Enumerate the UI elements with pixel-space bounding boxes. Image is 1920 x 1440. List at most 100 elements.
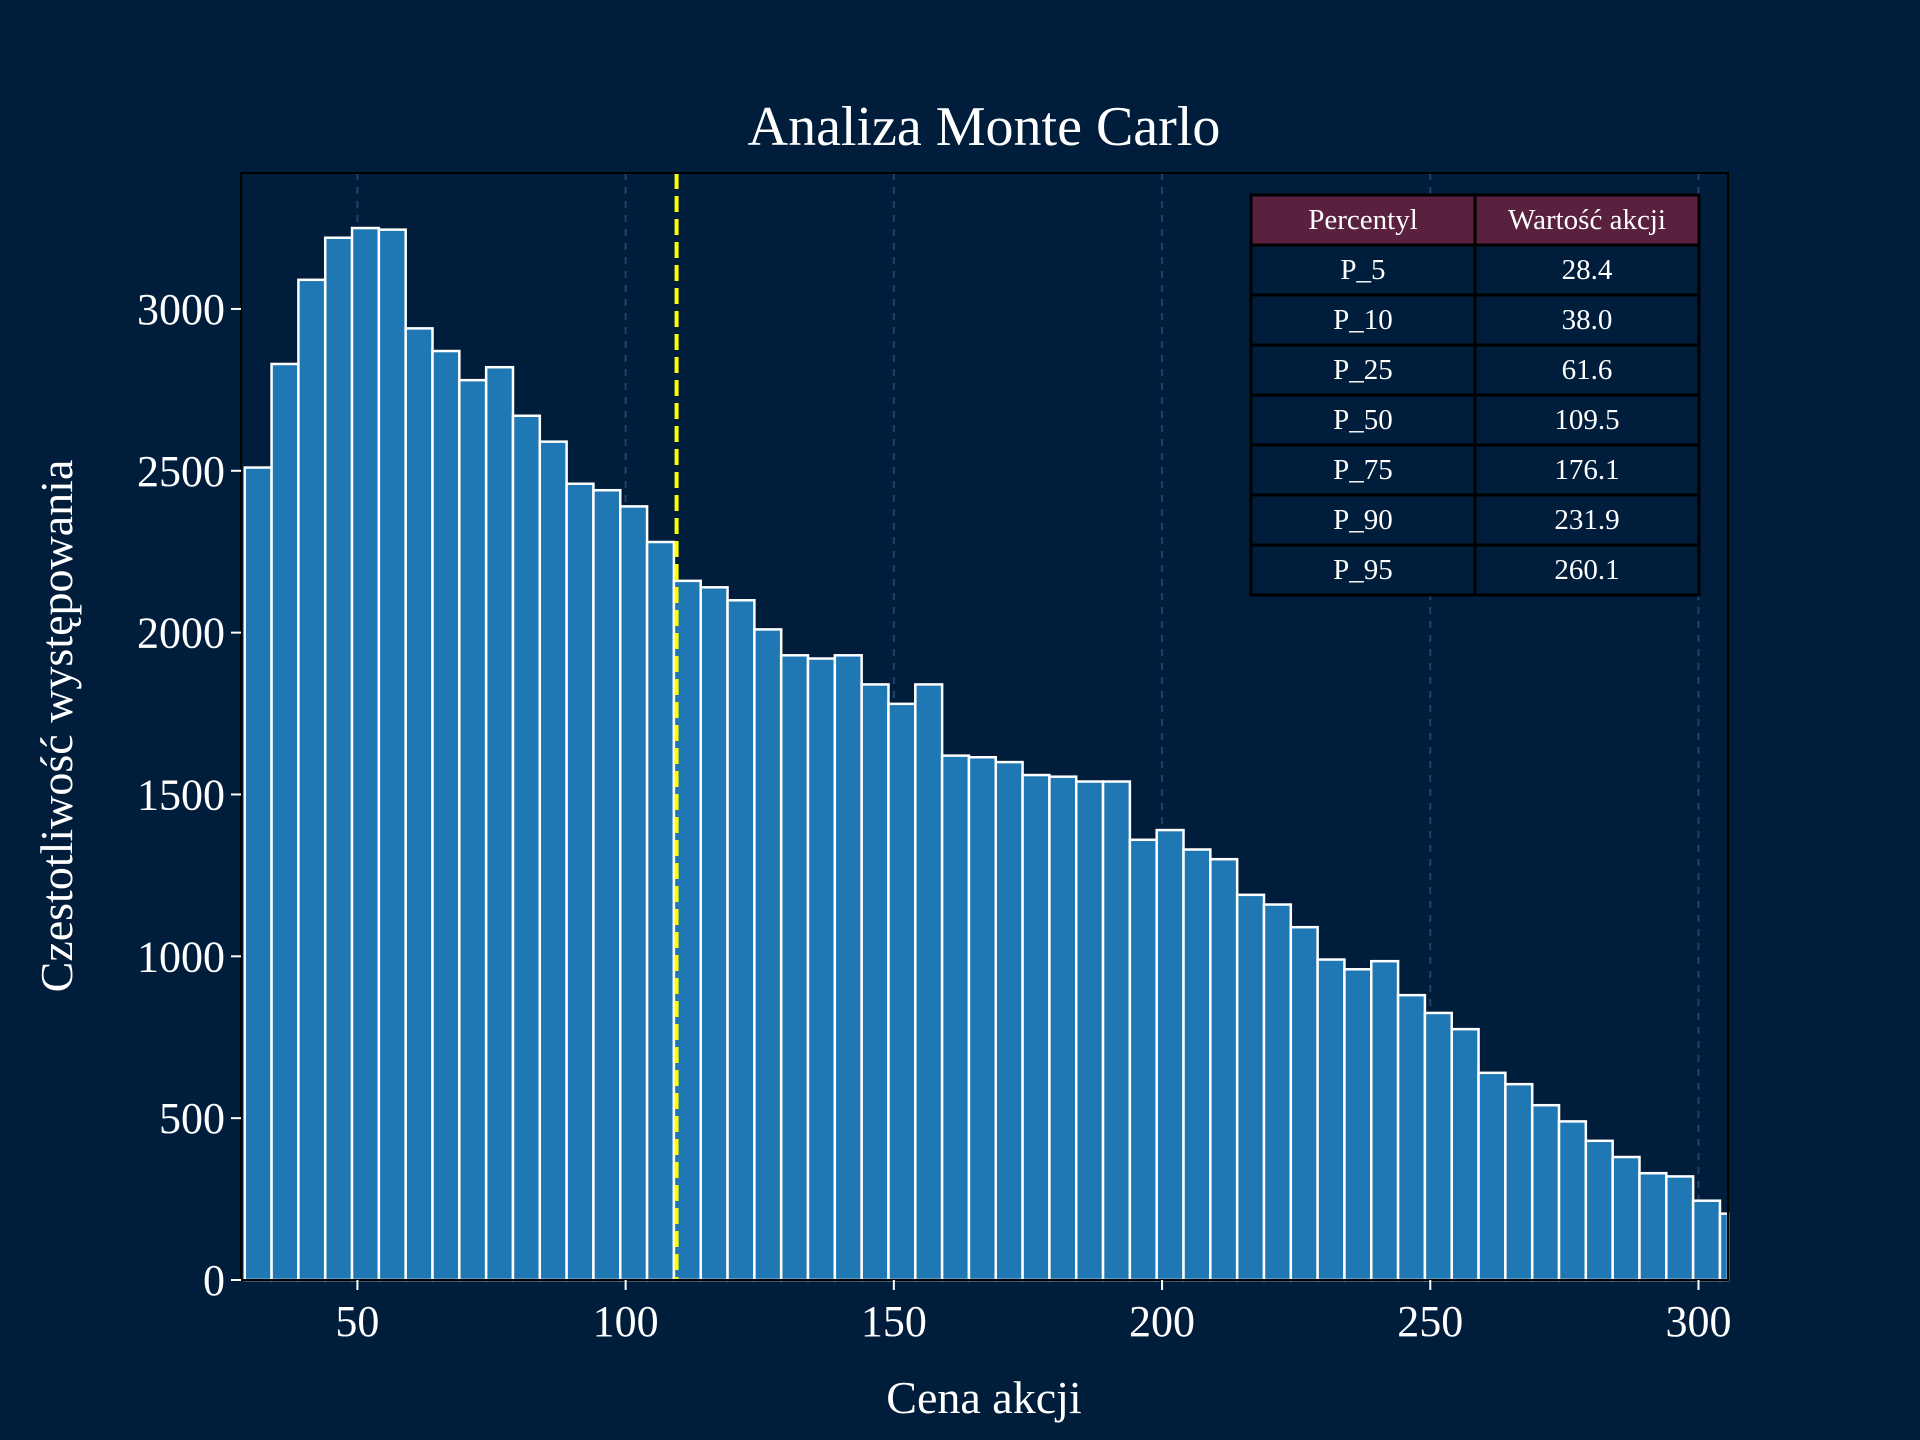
histogram-bar [1396,993,1427,1282]
table-cell-bg [1473,293,1701,347]
y-tick-label: 0 [203,1256,225,1305]
table-cell-text: P_75 [1333,454,1393,486]
histogram-bar [1262,903,1293,1282]
x-axis: 50 100 150 200 250 300 [335,1280,1731,1346]
histogram-bar [1638,1171,1668,1282]
table-cell-text: P_25 [1333,354,1393,386]
histogram-bar [1128,838,1158,1282]
histogram-bar [404,327,434,1282]
table-cell-bg [1249,243,1477,297]
histogram-bar [243,466,273,1282]
histogram-bar [1611,1155,1641,1282]
table-cell-bg [1473,543,1701,597]
histogram-bar [431,349,461,1282]
histogram-bar [1557,1120,1588,1282]
histogram-bar [592,488,622,1282]
histogram-bar [323,236,354,1282]
histogram-bar [726,599,756,1282]
histogram-bar [350,226,381,1282]
histogram-bar [1155,828,1185,1282]
histogram-bar [565,482,595,1282]
histogram-bar [1691,1199,1722,1282]
histogram-bar [484,365,515,1282]
histogram-bar [1450,1027,1480,1282]
histogram-bar [753,628,783,1282]
histogram-bar [914,683,944,1282]
table-header-label: Wartość akcji [1508,204,1666,236]
histogram-bar [270,362,300,1282]
histogram-bar [1209,857,1239,1282]
histogram-bar [860,683,890,1282]
percentile-table: Percentyl Wartość akcji P_5 28.4 P_10 38.0 P_2… [1249,193,1701,597]
histogram-bar [1101,780,1132,1282]
histogram-bar [619,505,649,1282]
histogram-bar [538,440,568,1282]
histogram-bar [806,657,837,1282]
table-cell-bg [1249,543,1477,597]
table-cell-text: P_10 [1333,304,1393,336]
histogram-bar [1718,1212,1730,1282]
table-cell-text: 176.1 [1554,454,1619,486]
y-axis: 0 500 1000 1500 2000 2500 3000 [137,285,241,1305]
histogram-bar [1665,1175,1695,1282]
chart-title: Analiza Monte Carlo [748,96,1221,158]
histogram-bar [1021,773,1051,1282]
histogram-bar [1048,775,1078,1282]
table-cell-text: 231.9 [1554,504,1619,536]
table-header-label: Percentyl [1308,204,1418,236]
plot-frame [240,172,1729,1281]
x-tick-label: 300 [1665,1297,1731,1346]
table-cell-text: 260.1 [1554,554,1619,586]
histogram-bar [1289,925,1319,1282]
x-tick-label: 200 [1129,1297,1195,1346]
histogram-bar [833,654,863,1282]
x-tick-label: 150 [861,1297,927,1346]
x-tick-label: 250 [1397,1297,1463,1346]
histogram-bar [1074,780,1105,1282]
table-cell-bg [1473,243,1701,297]
histogram-bar [1504,1082,1534,1282]
y-tick-label: 500 [159,1094,225,1143]
y-tick-label: 1000 [137,932,225,981]
table-cell-bg [1249,293,1477,347]
y-axis-label: Czestotliwość występowania [31,460,82,993]
histogram-bar [887,702,917,1282]
x-axis-label: Cena akcji [886,1372,1081,1423]
histogram-bars [243,226,1730,1282]
y-tick-label: 3000 [137,285,225,334]
histogram-bar [779,654,810,1282]
histogram-bar [1477,1071,1507,1282]
histogram-bar [645,540,676,1282]
histogram-bar [1584,1139,1614,1282]
table-cell-text: 38.0 [1562,304,1613,336]
table-cell-text: P_50 [1333,404,1393,436]
x-tick-label: 100 [593,1297,659,1346]
histogram-bar [1423,1011,1453,1282]
histogram-bar [940,754,971,1282]
histogram-bar [1235,893,1266,1282]
histogram-bar [511,414,542,1282]
histogram-bar [1343,968,1373,1282]
histogram-bar [1370,959,1400,1282]
histogram-bar [1530,1103,1561,1282]
x-tick-label: 50 [335,1297,379,1346]
table-cell-bg [1473,343,1701,397]
table-cell-text: 109.5 [1554,404,1619,436]
table-cell-text: P_5 [1340,254,1385,286]
table-cell-text: P_95 [1333,554,1393,586]
histogram-bar [1182,848,1212,1282]
histogram-bar [994,760,1024,1282]
histogram-bar [297,278,327,1282]
table-cell-text: P_90 [1333,504,1393,536]
y-tick-label: 2000 [137,609,225,658]
histogram-bar [458,378,488,1282]
table-cell-bg [1473,393,1701,447]
histogram-bar [377,228,407,1282]
table-cell-bg [1473,493,1701,547]
histogram-bar [1316,958,1346,1282]
histogram-bar [699,586,729,1282]
y-tick-label: 1500 [137,770,225,819]
table-cell-text: 28.4 [1562,254,1613,286]
histogram-bar [967,756,998,1282]
